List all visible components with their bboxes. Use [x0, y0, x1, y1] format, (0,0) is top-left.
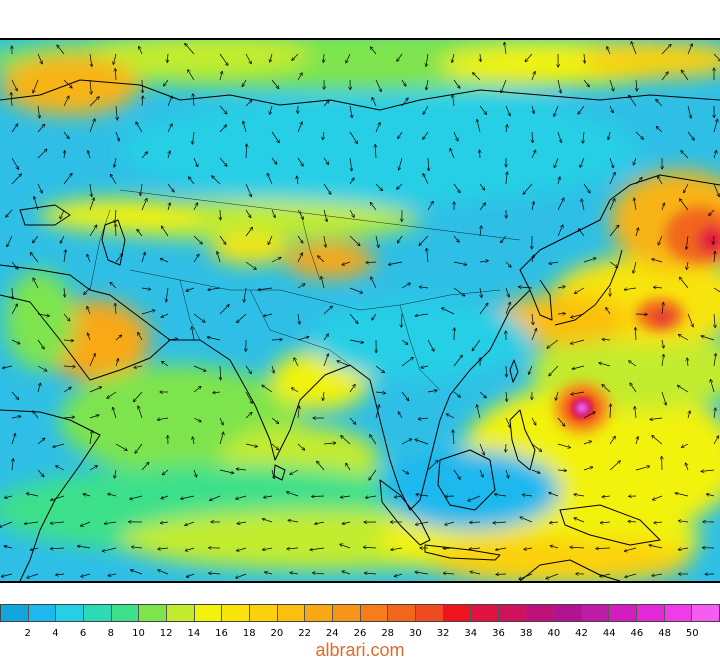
color-swatch — [361, 605, 389, 621]
color-scale-tick-label: 20 — [271, 628, 284, 639]
watermark: albrari.com — [0, 640, 720, 661]
color-swatch — [222, 605, 250, 621]
color-scale-tick-label: 2 — [25, 628, 31, 639]
wind-arrow — [480, 150, 481, 158]
color-scale-bar — [0, 604, 720, 622]
color-scale-tick-label: 38 — [520, 628, 533, 639]
color-swatch — [609, 605, 637, 621]
color-scale-tick-label: 48 — [658, 628, 671, 639]
color-scale-tick-label: 44 — [603, 628, 616, 639]
wind-arrow — [220, 210, 221, 220]
color-scale-tick-label: 28 — [381, 628, 394, 639]
color-scale-tick-label: 46 — [631, 628, 644, 639]
color-scale-tick-label: 32 — [437, 628, 450, 639]
color-scale-tick-label: 4 — [52, 628, 58, 639]
wind-speed-map-canvas — [0, 40, 720, 581]
wind-arrow — [272, 340, 282, 341]
wind-arrow — [558, 314, 565, 315]
color-scale-tick-label: 8 — [108, 628, 114, 639]
color-scale-tick-label: 6 — [80, 628, 86, 639]
color-swatch — [471, 605, 499, 621]
color-swatch — [692, 605, 719, 621]
color-swatch — [388, 605, 416, 621]
color-swatch — [167, 605, 195, 621]
color-swatch — [139, 605, 167, 621]
color-scale-tick-label: 10 — [132, 628, 145, 639]
color-scale-tick-label: 40 — [547, 628, 560, 639]
color-swatch — [582, 605, 610, 621]
color-swatch — [56, 605, 84, 621]
wind-arrow — [506, 366, 507, 377]
color-swatch — [250, 605, 278, 621]
color-swatch — [499, 605, 527, 621]
wind-arrow — [116, 224, 117, 236]
color-scale-tick-label: 30 — [409, 628, 422, 639]
color-swatch — [112, 605, 140, 621]
color-swatch — [29, 605, 57, 621]
wind-arrow — [470, 522, 480, 523]
color-scale-tick-label: 42 — [575, 628, 588, 639]
color-scale-tick-label: 24 — [326, 628, 339, 639]
color-swatch — [416, 605, 444, 621]
color-swatch — [444, 605, 472, 621]
color-scale-tick-label: 50 — [686, 628, 699, 639]
color-swatch — [554, 605, 582, 621]
color-swatch — [195, 605, 223, 621]
color-scale-tick-label: 18 — [243, 628, 256, 639]
color-swatch — [278, 605, 306, 621]
wind-map — [0, 38, 720, 583]
color-scale-tick-label: 26 — [354, 628, 367, 639]
wind-arrow — [312, 496, 324, 497]
color-swatch — [333, 605, 361, 621]
color-scale-tick-label: 16 — [215, 628, 228, 639]
color-scale-tick-label: 12 — [160, 628, 173, 639]
color-swatch — [1, 605, 29, 621]
color-swatch — [637, 605, 665, 621]
color-scale-tick-label: 22 — [298, 628, 311, 639]
color-swatch — [84, 605, 112, 621]
color-scale-tick-label: 14 — [187, 628, 200, 639]
color-scale-tick-label: 36 — [492, 628, 505, 639]
color-swatch — [665, 605, 693, 621]
color-scale-tick-label: 34 — [464, 628, 477, 639]
color-swatch — [526, 605, 554, 621]
color-swatch — [305, 605, 333, 621]
wind-arrow — [443, 548, 454, 549]
